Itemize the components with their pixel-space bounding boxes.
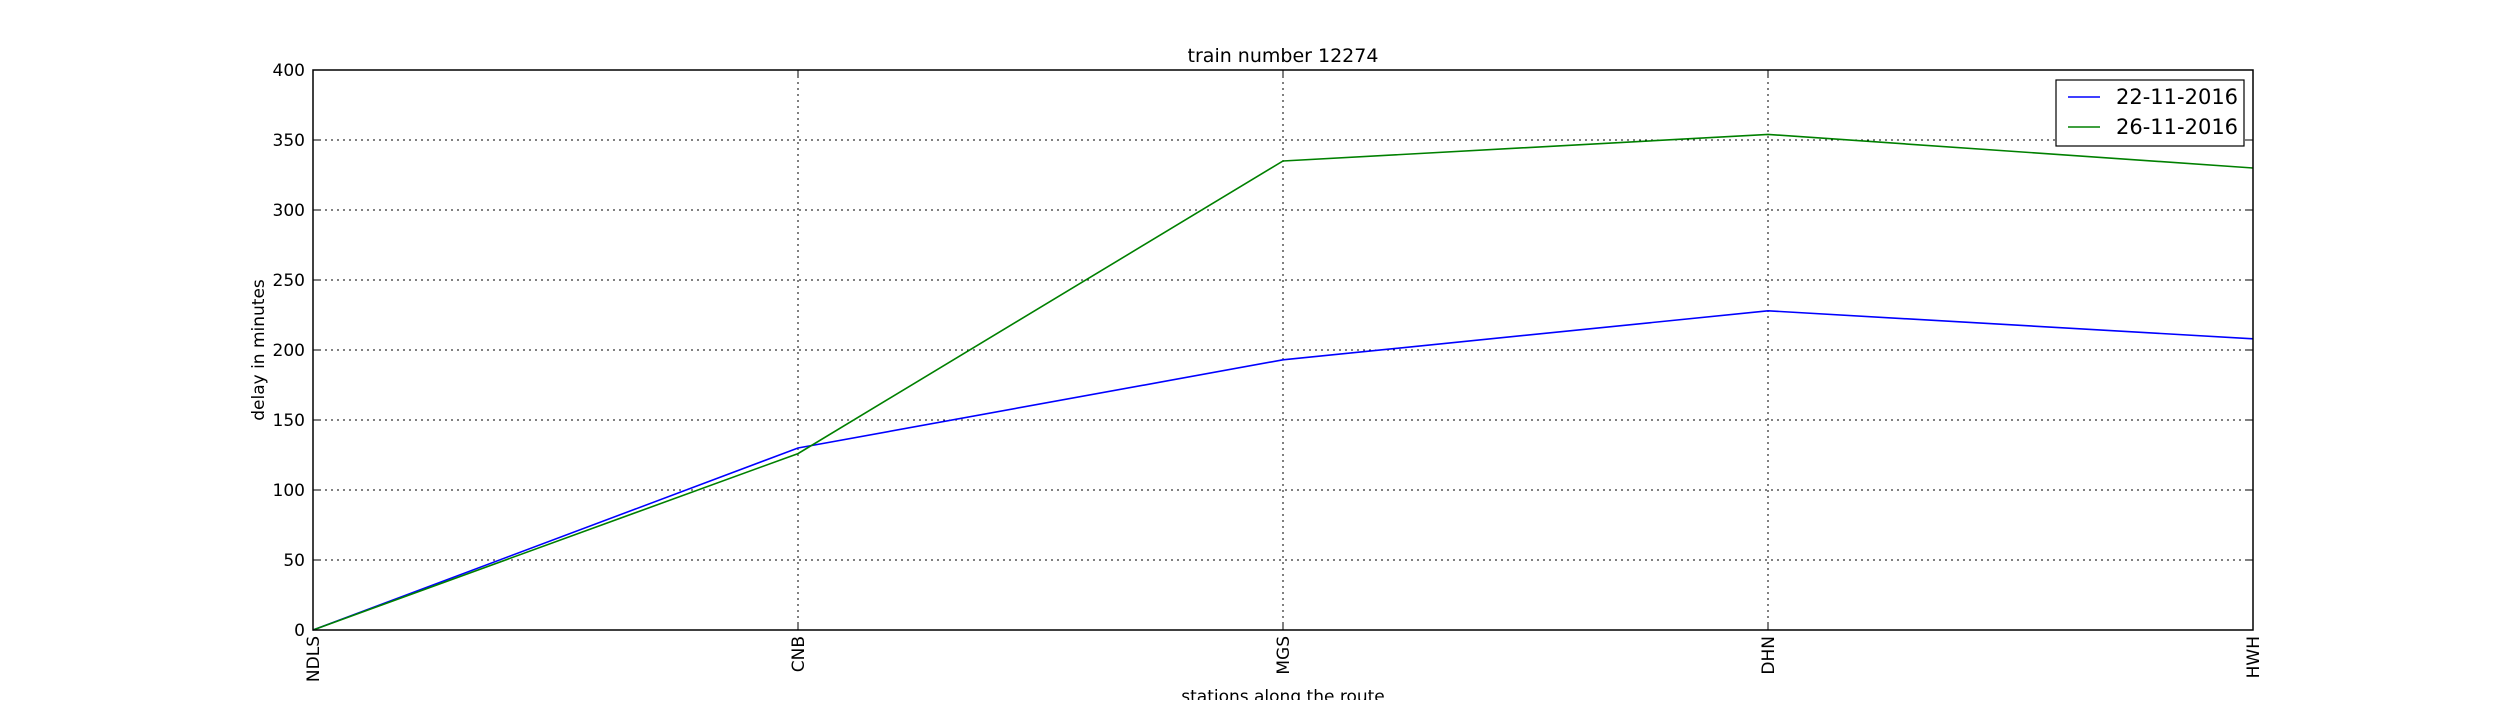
y-axis-label: delay in minutes bbox=[249, 279, 269, 421]
x-tick-label: NDLS bbox=[304, 636, 324, 682]
y-tick-label: 50 bbox=[283, 551, 305, 571]
y-tick-label: 300 bbox=[273, 201, 305, 221]
y-tick-label: 350 bbox=[273, 131, 305, 151]
legend: 22-11-2016 26-11-2016 bbox=[2056, 80, 2244, 146]
x-tick-label: CNB bbox=[789, 636, 809, 672]
x-tick-label: MGS bbox=[1274, 636, 1294, 675]
chart-title: train number 12274 bbox=[1188, 45, 1379, 67]
legend-label: 22-11-2016 bbox=[2116, 85, 2238, 109]
legend-label: 26-11-2016 bbox=[2116, 115, 2238, 139]
y-tick-label: 100 bbox=[273, 481, 305, 501]
y-tick-label: 200 bbox=[273, 341, 305, 361]
x-tick-label: DHN bbox=[1759, 636, 1779, 675]
y-tick-label: 250 bbox=[273, 271, 305, 291]
y-tick-label: 400 bbox=[273, 61, 305, 81]
x-axis-label: stations along the route bbox=[1181, 687, 1385, 700]
x-tick-label: HWH bbox=[2244, 636, 2264, 678]
y-tick-label: 150 bbox=[273, 411, 305, 431]
grid-layer bbox=[313, 70, 2253, 630]
